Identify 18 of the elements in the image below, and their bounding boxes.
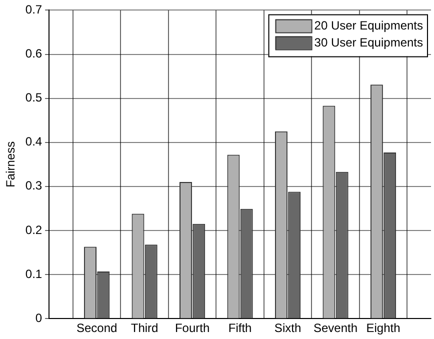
legend-label: 30 User Equipments xyxy=(314,36,424,50)
y-tick-label: 0.3 xyxy=(25,178,42,193)
y-tick-label: 0.7 xyxy=(25,2,42,17)
y-tick-label: 0 xyxy=(35,310,42,325)
y-tick-label: 0.1 xyxy=(25,266,42,281)
x-tick-label: Fifth xyxy=(228,321,252,336)
y-tick-label: 0.2 xyxy=(25,222,42,237)
x-tick-label: Third xyxy=(130,321,158,336)
y-tick-label: 0.6 xyxy=(25,46,42,61)
x-tick-label: Second xyxy=(76,321,118,336)
y-axis-title: Fairness xyxy=(4,141,18,188)
legend-label: 20 User Equipments xyxy=(314,18,424,33)
x-tick-label: Sixth xyxy=(274,321,302,336)
y-tick-label: 0.4 xyxy=(25,134,42,149)
x-tick-label: Fourth xyxy=(174,321,210,336)
x-tick-label: Seventh xyxy=(313,321,358,336)
x-tick-label: Eighth xyxy=(366,321,400,336)
y-tick-label: 0.5 xyxy=(25,90,42,105)
